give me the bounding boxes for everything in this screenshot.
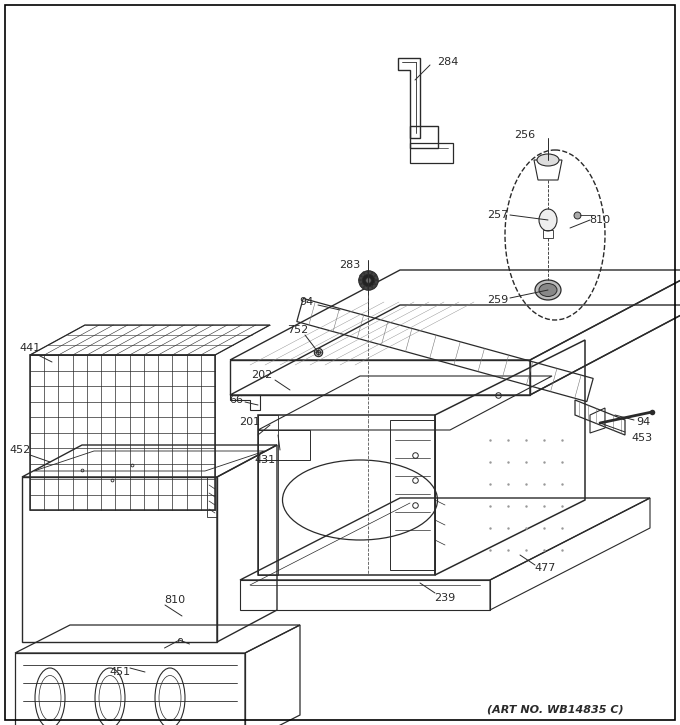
Text: 94: 94 xyxy=(636,417,650,427)
Ellipse shape xyxy=(537,154,559,166)
Text: 202: 202 xyxy=(252,370,273,380)
Text: 239: 239 xyxy=(435,593,456,603)
Text: 477: 477 xyxy=(534,563,556,573)
Text: 257: 257 xyxy=(488,210,509,220)
Text: 810: 810 xyxy=(165,595,186,605)
Text: 256: 256 xyxy=(515,130,536,140)
Text: 284: 284 xyxy=(437,57,459,67)
Text: (ART NO. WB14835 C): (ART NO. WB14835 C) xyxy=(487,705,624,715)
Ellipse shape xyxy=(539,209,557,231)
Text: 441: 441 xyxy=(19,343,41,353)
Ellipse shape xyxy=(535,280,561,300)
Text: 94: 94 xyxy=(299,297,313,307)
Text: 259: 259 xyxy=(488,295,509,305)
Text: 453: 453 xyxy=(632,433,653,443)
Ellipse shape xyxy=(539,283,557,297)
Text: 283: 283 xyxy=(339,260,360,270)
Text: 201: 201 xyxy=(239,417,260,427)
Text: 431: 431 xyxy=(254,455,275,465)
Text: 810: 810 xyxy=(590,215,611,225)
Text: 452: 452 xyxy=(10,445,31,455)
Text: 752: 752 xyxy=(288,325,309,335)
Text: 451: 451 xyxy=(109,667,131,677)
Text: 66: 66 xyxy=(229,395,243,405)
